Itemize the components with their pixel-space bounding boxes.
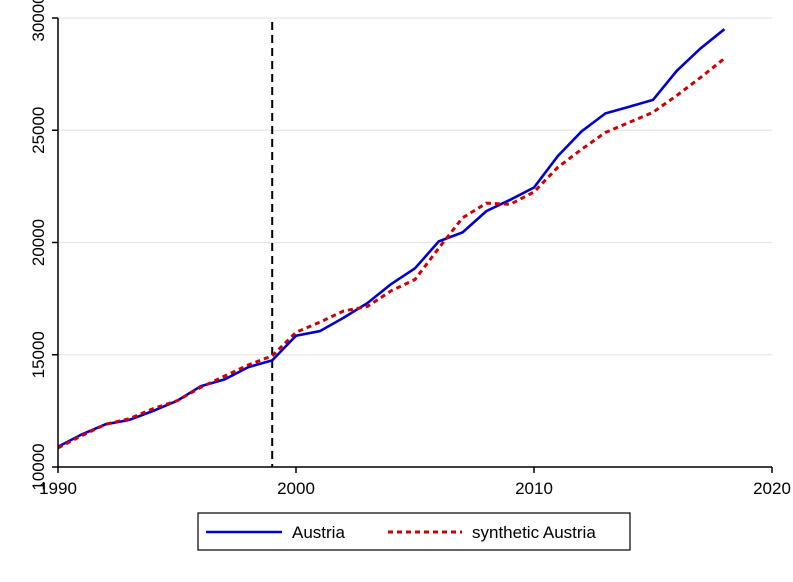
y-tick-label: 20000	[29, 219, 48, 266]
y-tick-label: 15000	[29, 331, 48, 378]
x-tick-label: 2010	[515, 479, 553, 498]
legend-item-synthetic-austria-label: synthetic Austria	[472, 523, 596, 542]
y-tick-label: 25000	[29, 107, 48, 154]
x-tick-label: 2020	[753, 479, 791, 498]
series-line-synthetic-austria	[57, 57, 726, 450]
axes: 10000 15000 20000 25000 30000 1990 2000 2010 202…	[29, 0, 791, 498]
x-tick-label: 1990	[39, 479, 77, 498]
x-tick-label: 2000	[277, 479, 315, 498]
legend: Austria synthetic Austria	[197, 512, 631, 551]
y-tick-label: 10000	[29, 443, 48, 490]
series-lines	[57, 28, 726, 450]
y-tick-label: 30000	[29, 0, 48, 42]
legend-item-austria-label: Austria	[292, 523, 345, 542]
series-line-austria	[57, 28, 726, 448]
